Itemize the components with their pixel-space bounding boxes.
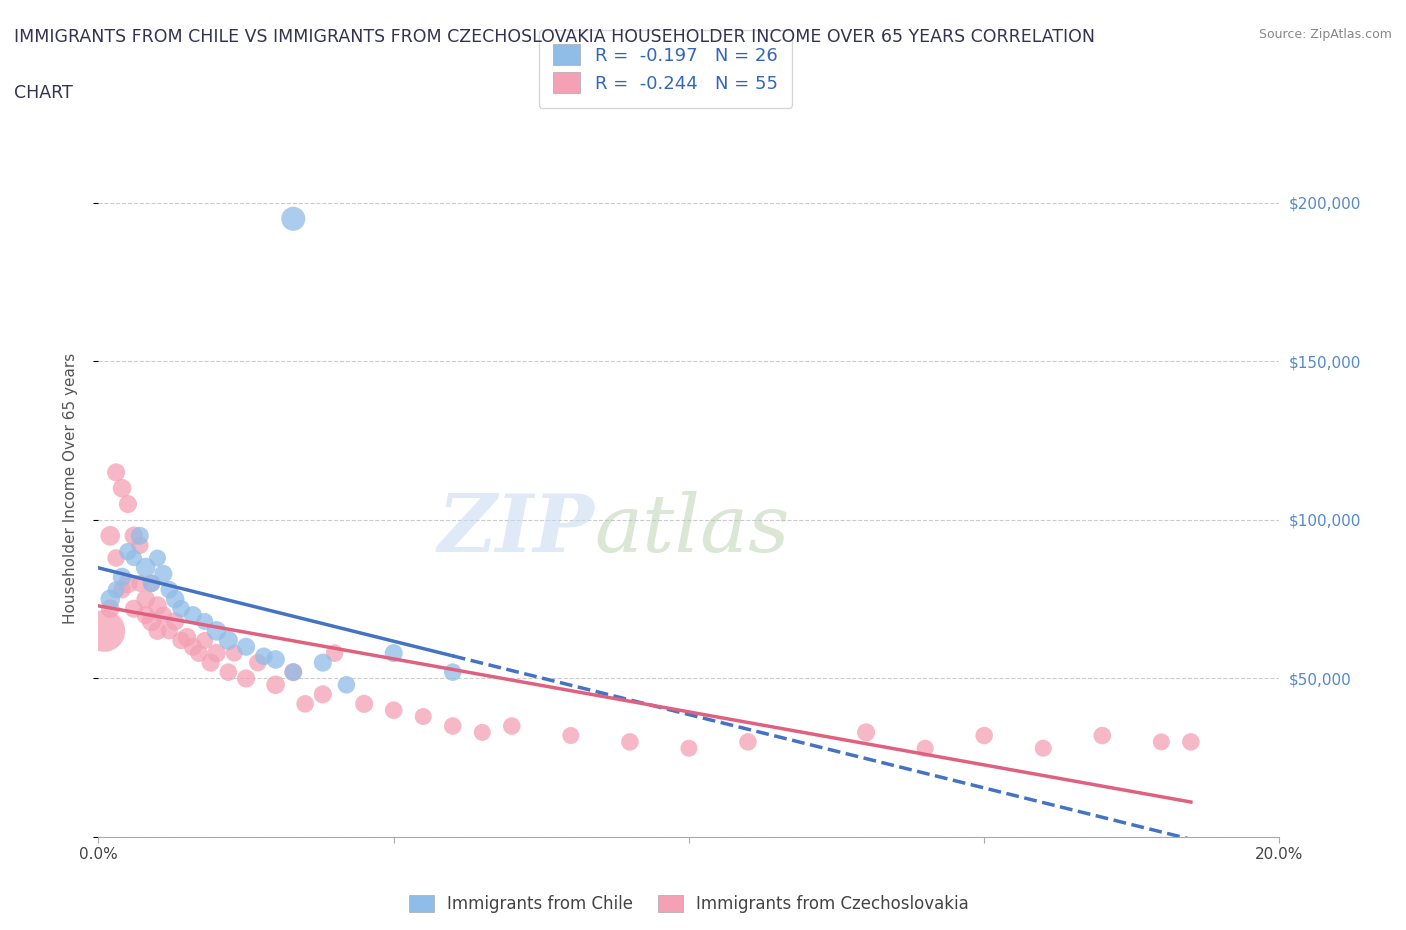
Point xyxy=(165,614,187,629)
Point xyxy=(678,741,700,756)
Point xyxy=(122,602,145,617)
Point xyxy=(98,528,121,543)
Y-axis label: Householder Income Over 65 years: Householder Income Over 65 years xyxy=(63,352,77,624)
Point xyxy=(246,656,269,671)
Point xyxy=(200,656,222,671)
Point xyxy=(224,645,246,660)
Point xyxy=(283,665,305,680)
Point xyxy=(135,591,157,606)
Point xyxy=(471,725,494,740)
Point xyxy=(122,528,145,543)
Point xyxy=(111,481,134,496)
Text: ZIP: ZIP xyxy=(437,491,595,569)
Point xyxy=(152,566,174,581)
Point xyxy=(111,569,134,584)
Point xyxy=(253,649,276,664)
Point xyxy=(1032,741,1054,756)
Point xyxy=(170,633,193,648)
Text: atlas: atlas xyxy=(595,491,790,569)
Point xyxy=(165,591,187,606)
Point xyxy=(283,211,305,226)
Point xyxy=(294,697,316,711)
Point xyxy=(128,576,150,591)
Point xyxy=(205,623,228,638)
Point xyxy=(205,645,228,660)
Point xyxy=(128,528,150,543)
Point xyxy=(117,497,139,512)
Point xyxy=(264,652,287,667)
Point xyxy=(312,656,335,671)
Point xyxy=(98,602,121,617)
Point xyxy=(560,728,582,743)
Point xyxy=(117,544,139,559)
Point xyxy=(157,582,180,597)
Point xyxy=(146,598,169,613)
Point xyxy=(194,614,217,629)
Point xyxy=(93,623,115,638)
Text: IMMIGRANTS FROM CHILE VS IMMIGRANTS FROM CZECHOSLOVAKIA HOUSEHOLDER INCOME OVER : IMMIGRANTS FROM CHILE VS IMMIGRANTS FROM… xyxy=(14,28,1095,46)
Point xyxy=(141,576,163,591)
Point xyxy=(117,576,139,591)
Point xyxy=(235,671,257,686)
Point xyxy=(1150,735,1173,750)
Point xyxy=(135,560,157,575)
Point xyxy=(382,703,405,718)
Point xyxy=(855,725,877,740)
Point xyxy=(335,677,357,692)
Point xyxy=(146,551,169,565)
Point xyxy=(176,630,198,644)
Point xyxy=(105,582,128,597)
Point xyxy=(1091,728,1114,743)
Point xyxy=(323,645,346,660)
Point xyxy=(187,645,209,660)
Point xyxy=(412,709,434,724)
Point xyxy=(501,719,523,734)
Point xyxy=(441,665,464,680)
Point xyxy=(382,645,405,660)
Point xyxy=(122,551,145,565)
Point xyxy=(217,665,239,680)
Point xyxy=(157,623,180,638)
Text: Source: ZipAtlas.com: Source: ZipAtlas.com xyxy=(1258,28,1392,41)
Point xyxy=(235,639,257,654)
Point xyxy=(264,677,287,692)
Point xyxy=(128,538,150,552)
Point xyxy=(619,735,641,750)
Point xyxy=(170,602,193,617)
Point xyxy=(105,551,128,565)
Point xyxy=(105,465,128,480)
Point xyxy=(141,614,163,629)
Point xyxy=(914,741,936,756)
Point xyxy=(135,607,157,622)
Point xyxy=(353,697,375,711)
Point xyxy=(141,576,163,591)
Point xyxy=(1180,735,1202,750)
Point xyxy=(146,623,169,638)
Point xyxy=(737,735,759,750)
Point xyxy=(194,633,217,648)
Point xyxy=(441,719,464,734)
Point xyxy=(111,582,134,597)
Point xyxy=(181,607,204,622)
Point xyxy=(152,607,174,622)
Point xyxy=(217,633,239,648)
Point xyxy=(283,665,305,680)
Point xyxy=(98,591,121,606)
Point xyxy=(973,728,995,743)
Legend: Immigrants from Chile, Immigrants from Czechoslovakia: Immigrants from Chile, Immigrants from C… xyxy=(402,888,976,920)
Point xyxy=(312,687,335,702)
Text: CHART: CHART xyxy=(14,84,73,101)
Point xyxy=(181,639,204,654)
